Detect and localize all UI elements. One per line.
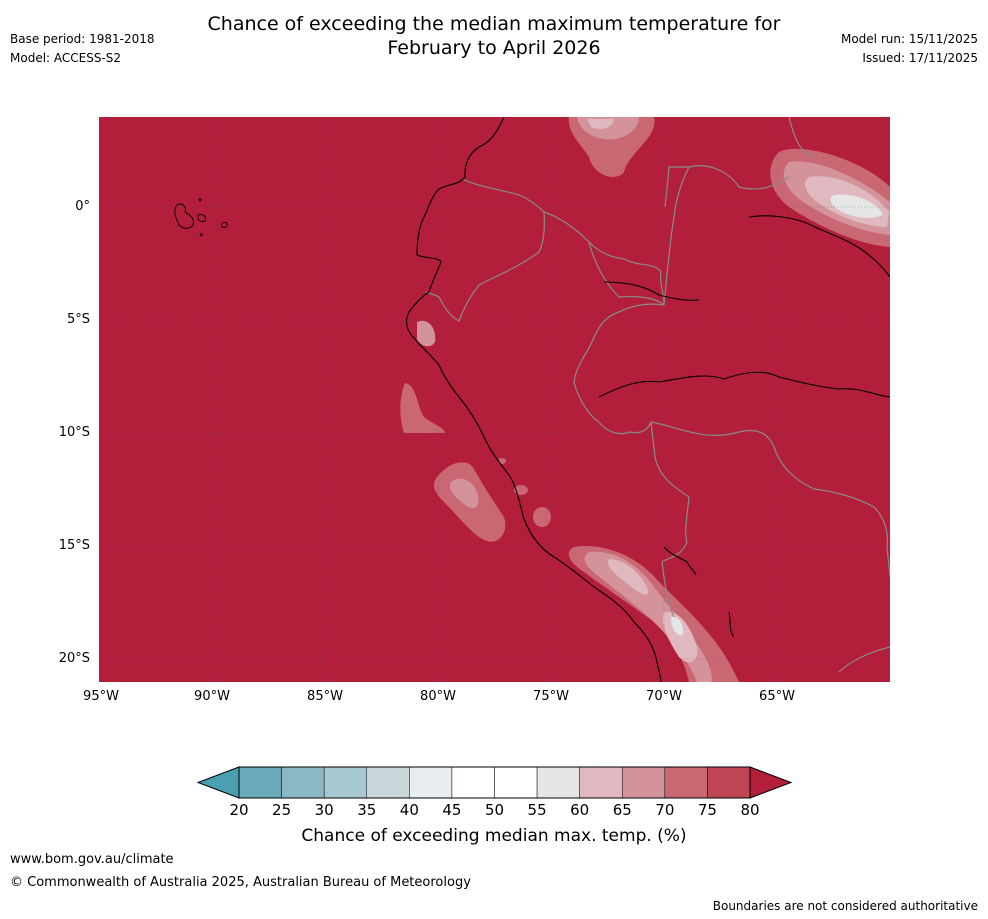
model-run: Model run: 15/11/2025 (840, 32, 978, 46)
lon-label-70w: 70°W (646, 689, 682, 704)
lon-label-95w: 95°W (83, 689, 119, 704)
colorbar-cell (409, 766, 453, 799)
map-title: Chance of exceeding the median maximum t… (0, 12, 988, 60)
galapagos-islands (174, 198, 228, 237)
colorbar-cell (323, 766, 368, 799)
title-line-1: Chance of exceeding the median maximum t… (207, 13, 781, 35)
title-line-2: February to April 2026 (387, 37, 601, 59)
lat-label-15s: 15°S (58, 538, 90, 553)
colorbar-cell (536, 766, 580, 799)
colorbar-tick-label: 60 (570, 801, 590, 819)
probability-patches (400, 117, 890, 682)
issued-date: Issued: 17/11/2025 (862, 51, 978, 65)
website-url: www.bom.gov.au/climate (10, 852, 174, 867)
colorbar-cell (622, 766, 666, 799)
colorbar-tick-label: 80 (740, 801, 760, 819)
meta-right: Model run: 15/11/2025 Issued: 17/11/2025 (841, 30, 978, 68)
colorbar-tick-label: 65 (612, 801, 632, 819)
lat-label-10s: 10°S (58, 425, 90, 440)
colorbar-cell (366, 766, 410, 799)
gridlines (99, 117, 890, 682)
colorbar-tick-label: 55 (527, 801, 547, 819)
copyright-text: © Commonwealth of Australia 2025, Austra… (10, 875, 471, 890)
colorbar-cell (707, 766, 751, 799)
colorbar-tick-label: 40 (399, 801, 419, 819)
colorbar-label: Chance of exceeding median max. temp. (%… (301, 826, 687, 846)
colorbar-cell (494, 766, 538, 799)
colorbar-low-extend (196, 766, 240, 799)
colorbar-high-extend (749, 766, 793, 799)
lon-label-75w: 75°W (533, 689, 569, 704)
meta-left: Base period: 1981-2018 Model: ACCESS-S2 (10, 30, 155, 68)
boundary-disclaimer: Boundaries are not considered authoritat… (712, 899, 978, 913)
colorbar-cell (664, 766, 708, 799)
colorbar-tick-label: 25 (272, 801, 292, 819)
forecast-map (99, 117, 890, 682)
colorbar-tick-label: 50 (484, 801, 505, 819)
colorbar-tick-label: 70 (655, 801, 675, 819)
model-name: Model: ACCESS-S2 (10, 51, 122, 65)
base-period: Base period: 1981-2018 (10, 32, 155, 46)
lon-label-90w: 90°W (194, 689, 230, 704)
colorbar (196, 766, 793, 799)
colorbar-tick-label: 35 (357, 801, 377, 819)
colorbar-frame (238, 766, 751, 799)
lon-label-85w: 85°W (307, 689, 343, 704)
lon-label-65w: 65°W (759, 689, 795, 704)
colorbar-cell (281, 766, 325, 799)
colorbar-tick-label: 20 (229, 801, 249, 819)
colorbar-tick-label: 30 (314, 801, 334, 819)
colorbar-tick-label: 75 (697, 801, 717, 819)
lat-label-0: 0° (75, 199, 90, 214)
country-borders (425, 117, 890, 673)
colorbar-cell (238, 766, 282, 799)
coastlines (406, 117, 890, 682)
lat-label-20s: 20°S (58, 651, 90, 666)
colorbar-tick-label: 45 (442, 801, 462, 819)
colorbar-cell (579, 766, 623, 799)
map-background (99, 117, 890, 682)
lon-label-80w: 80°W (420, 689, 456, 704)
colorbar-cells (238, 766, 751, 799)
lat-label-5s: 5°S (66, 312, 90, 327)
colorbar-cell (451, 766, 495, 799)
